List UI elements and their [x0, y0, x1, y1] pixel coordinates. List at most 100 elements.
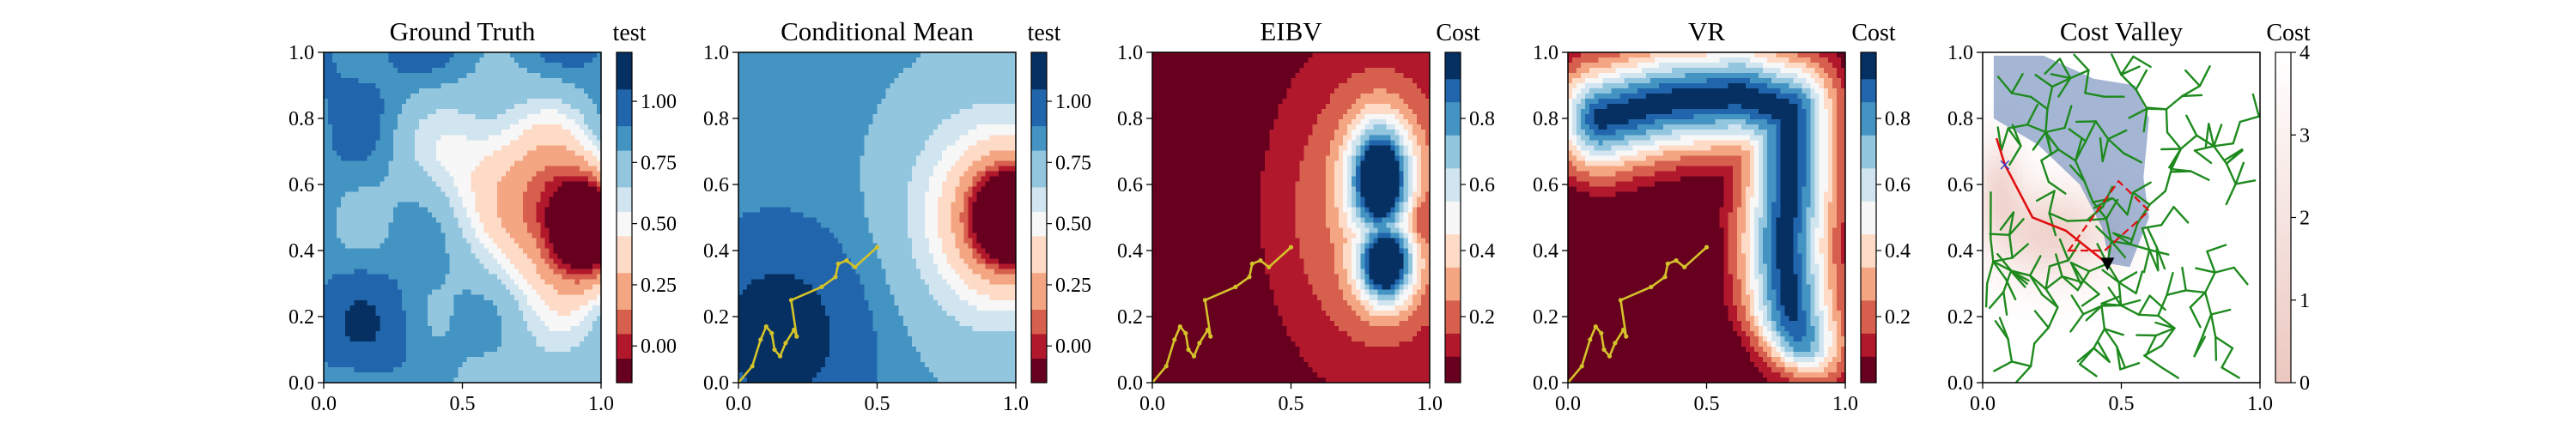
heatmap-cell	[860, 83, 865, 89]
heatmap-cell	[976, 109, 982, 115]
heatmap-cell	[362, 289, 368, 296]
heatmap-cell	[540, 73, 545, 79]
heatmap-cell	[358, 160, 364, 166]
heatmap-cell	[332, 124, 337, 130]
heatmap-cell	[942, 52, 947, 58]
heatmap-cell	[362, 160, 368, 166]
heatmap-cell	[328, 325, 333, 332]
heatmap-cell	[596, 330, 601, 337]
heatmap-cell	[362, 52, 368, 58]
heatmap-cell	[505, 325, 511, 332]
heatmap-cell	[976, 78, 982, 84]
heatmap-cell	[803, 57, 809, 63]
heatmap-cell	[544, 140, 550, 146]
heatmap-cell	[829, 83, 835, 89]
heatmap-cell	[851, 52, 856, 58]
heatmap-cell	[392, 305, 398, 311]
heatmap-cell	[532, 160, 537, 166]
heatmap-cell	[458, 145, 464, 151]
heatmap-cell	[890, 73, 896, 79]
heatmap-cell	[397, 279, 403, 286]
heatmap-cell	[354, 124, 359, 130]
heatmap-cell	[362, 191, 368, 198]
heatmap-cell	[471, 289, 477, 296]
heatmap-cell	[345, 341, 350, 347]
heatmap-cell	[553, 150, 559, 156]
heatmap-cell	[492, 83, 498, 89]
heatmap-cell	[440, 279, 446, 286]
heatmap-cell	[432, 109, 437, 115]
heatmap-cell	[392, 73, 398, 79]
heatmap-cell	[488, 366, 494, 373]
heatmap-cell	[453, 274, 459, 281]
heatmap-cell	[877, 57, 883, 63]
heatmap-cell	[1011, 63, 1016, 69]
heatmap-cell	[544, 171, 550, 177]
heatmap-cell	[505, 227, 511, 234]
heatmap-cell	[367, 315, 373, 322]
heatmap-cell	[946, 83, 951, 89]
heatmap-cell	[358, 320, 364, 327]
heatmap-cell	[532, 83, 537, 89]
heatmap-cell	[838, 73, 843, 79]
heatmap-cell	[367, 238, 373, 245]
heatmap-cell	[362, 145, 368, 151]
heatmap-cell	[562, 238, 568, 245]
heatmap-cell	[553, 299, 559, 306]
heatmap-cell	[562, 140, 568, 146]
heatmap-cell	[397, 160, 403, 166]
heatmap-cell	[587, 356, 593, 363]
heatmap-cell	[354, 305, 359, 311]
heatmap-cell	[799, 104, 805, 110]
heatmap-cell	[514, 335, 519, 342]
heatmap-cell	[562, 253, 568, 260]
heatmap-cell	[864, 52, 870, 58]
heatmap-cell	[345, 186, 350, 193]
heatmap-cell	[510, 335, 515, 342]
heatmap-cell	[354, 310, 359, 317]
heatmap-cell	[527, 346, 532, 353]
heatmap-cell	[570, 372, 576, 378]
heatmap-cell	[596, 52, 601, 58]
heatmap-cell	[907, 109, 913, 115]
heatmap-cell	[458, 109, 464, 115]
heatmap-cell	[527, 310, 532, 317]
heatmap-cell	[380, 330, 386, 337]
heatmap-cell	[445, 320, 450, 327]
heatmap-cell	[764, 73, 769, 79]
heatmap-cell	[479, 171, 485, 177]
heatmap-cell	[337, 88, 342, 94]
heatmap-cell	[358, 325, 364, 332]
heatmap-cell	[527, 94, 532, 100]
heatmap-cell	[458, 351, 464, 358]
heatmap-cell	[505, 315, 511, 322]
heatmap-cell	[847, 99, 852, 105]
heatmap-cell	[341, 284, 346, 291]
heatmap-cell	[501, 263, 507, 270]
heatmap-cell	[380, 135, 386, 141]
heatmap-cell	[345, 99, 350, 105]
heatmap-cell	[864, 104, 870, 110]
heatmap-cell	[354, 253, 359, 260]
heatmap-cell	[592, 377, 598, 383]
heatmap-cell	[794, 52, 800, 58]
heatmap-cell	[341, 124, 346, 130]
heatmap-cell	[501, 83, 507, 89]
heatmap-cell	[527, 289, 532, 296]
heatmap-cell	[436, 135, 441, 141]
heatmap-cell	[349, 377, 355, 383]
heatmap-cell	[423, 186, 428, 193]
heatmap-cell	[410, 305, 416, 311]
heatmap-cell	[397, 248, 403, 255]
heatmap-cell	[358, 124, 364, 130]
heatmap-cell	[367, 160, 373, 166]
heatmap-cell	[445, 372, 450, 378]
heatmap-cell	[549, 119, 555, 125]
heatmap-cell	[401, 140, 407, 146]
heatmap-cell	[436, 191, 441, 198]
heatmap-cell	[384, 361, 390, 368]
heatmap-cell	[523, 325, 528, 332]
heatmap-cell	[449, 52, 455, 58]
heatmap-cell	[466, 94, 472, 100]
heatmap-cell	[380, 279, 386, 286]
